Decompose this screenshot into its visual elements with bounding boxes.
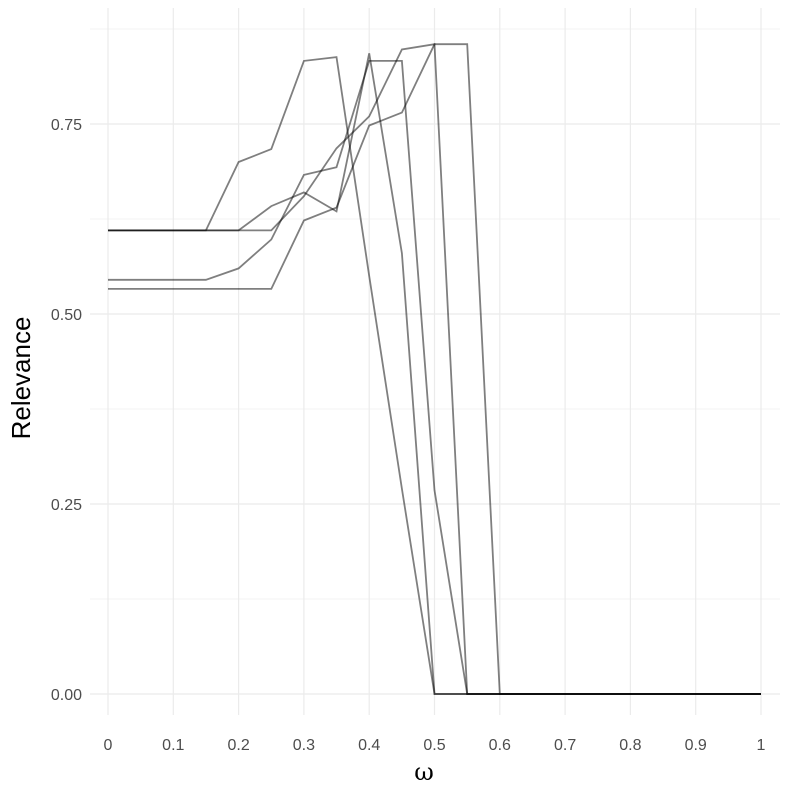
x-tick-label: 0.5 bbox=[423, 737, 445, 754]
major-gridlines bbox=[90, 8, 780, 715]
x-tick-label: 1 bbox=[757, 737, 766, 754]
y-axis-tick-labels: 0.00 0.25 0.50 0.75 bbox=[51, 117, 82, 704]
x-tick-label: 0.4 bbox=[358, 737, 380, 754]
x-tick-label: 0.1 bbox=[162, 737, 184, 754]
y-tick-label: 0.00 bbox=[51, 687, 82, 704]
y-tick-label: 0.50 bbox=[51, 307, 82, 324]
x-tick-label: 0.6 bbox=[489, 737, 511, 754]
y-tick-label: 0.25 bbox=[51, 497, 82, 514]
x-tick-label: 0.8 bbox=[619, 737, 641, 754]
series-line-5 bbox=[108, 43, 761, 695]
series-lines bbox=[108, 43, 761, 695]
x-tick-label: 0.3 bbox=[293, 737, 315, 754]
y-axis-title: Relevance bbox=[6, 317, 36, 440]
x-axis-tick-labels: 0 0.1 0.2 0.3 0.4 0.5 0.6 0.7 0.8 0.9 1 bbox=[104, 737, 766, 754]
x-tick-label: 0.7 bbox=[554, 737, 576, 754]
x-tick-label: 0.2 bbox=[227, 737, 249, 754]
x-tick-label: 0 bbox=[104, 737, 113, 754]
x-axis-title: ω bbox=[414, 758, 434, 786]
y-tick-label: 0.75 bbox=[51, 117, 82, 134]
x-tick-label: 0.9 bbox=[685, 737, 707, 754]
